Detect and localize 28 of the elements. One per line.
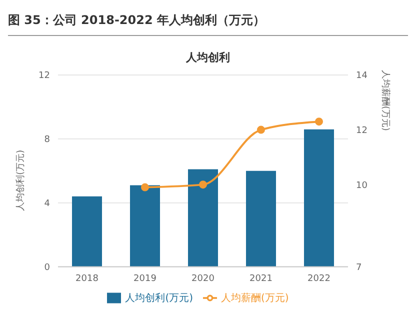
y2-axis-title: 人均薪酬(万元) [380,70,391,131]
bar [130,185,160,267]
point [141,183,149,192]
y-tick-label: 0 [44,262,50,273]
y2-tick-label: 14 [356,71,368,82]
x-tick-label: 2020 [192,274,215,284]
point [257,126,265,134]
x-tick-label: 2022 [308,274,330,284]
x-tick-label: 2018 [76,274,99,284]
legend-label: 人均创利(万元) [125,292,193,304]
bar [246,170,276,267]
y2-tick-label: 7 [356,262,362,273]
chart-subtitle: 人均创利 [185,50,231,65]
y2-tick-label: 10 [356,180,368,191]
chart-title: 图 35：公司 2018-2022 年人均创利（万元） [8,8,408,36]
y-tick-label: 4 [44,199,50,210]
y2-tick-label: 12 [356,126,368,136]
y-axis-title: 人均创利(万元) [15,150,26,211]
bar [72,196,102,267]
legend-label: 人均薪酬(万元) [221,292,289,304]
point [199,180,207,189]
bar [304,129,334,267]
bar [188,169,218,267]
y-tick-label: 8 [44,135,50,146]
x-tick-label: 2019 [134,274,157,284]
y-tick-label: 12 [38,71,50,82]
point [315,118,323,126]
x-tick-label: 2021 [250,274,272,284]
